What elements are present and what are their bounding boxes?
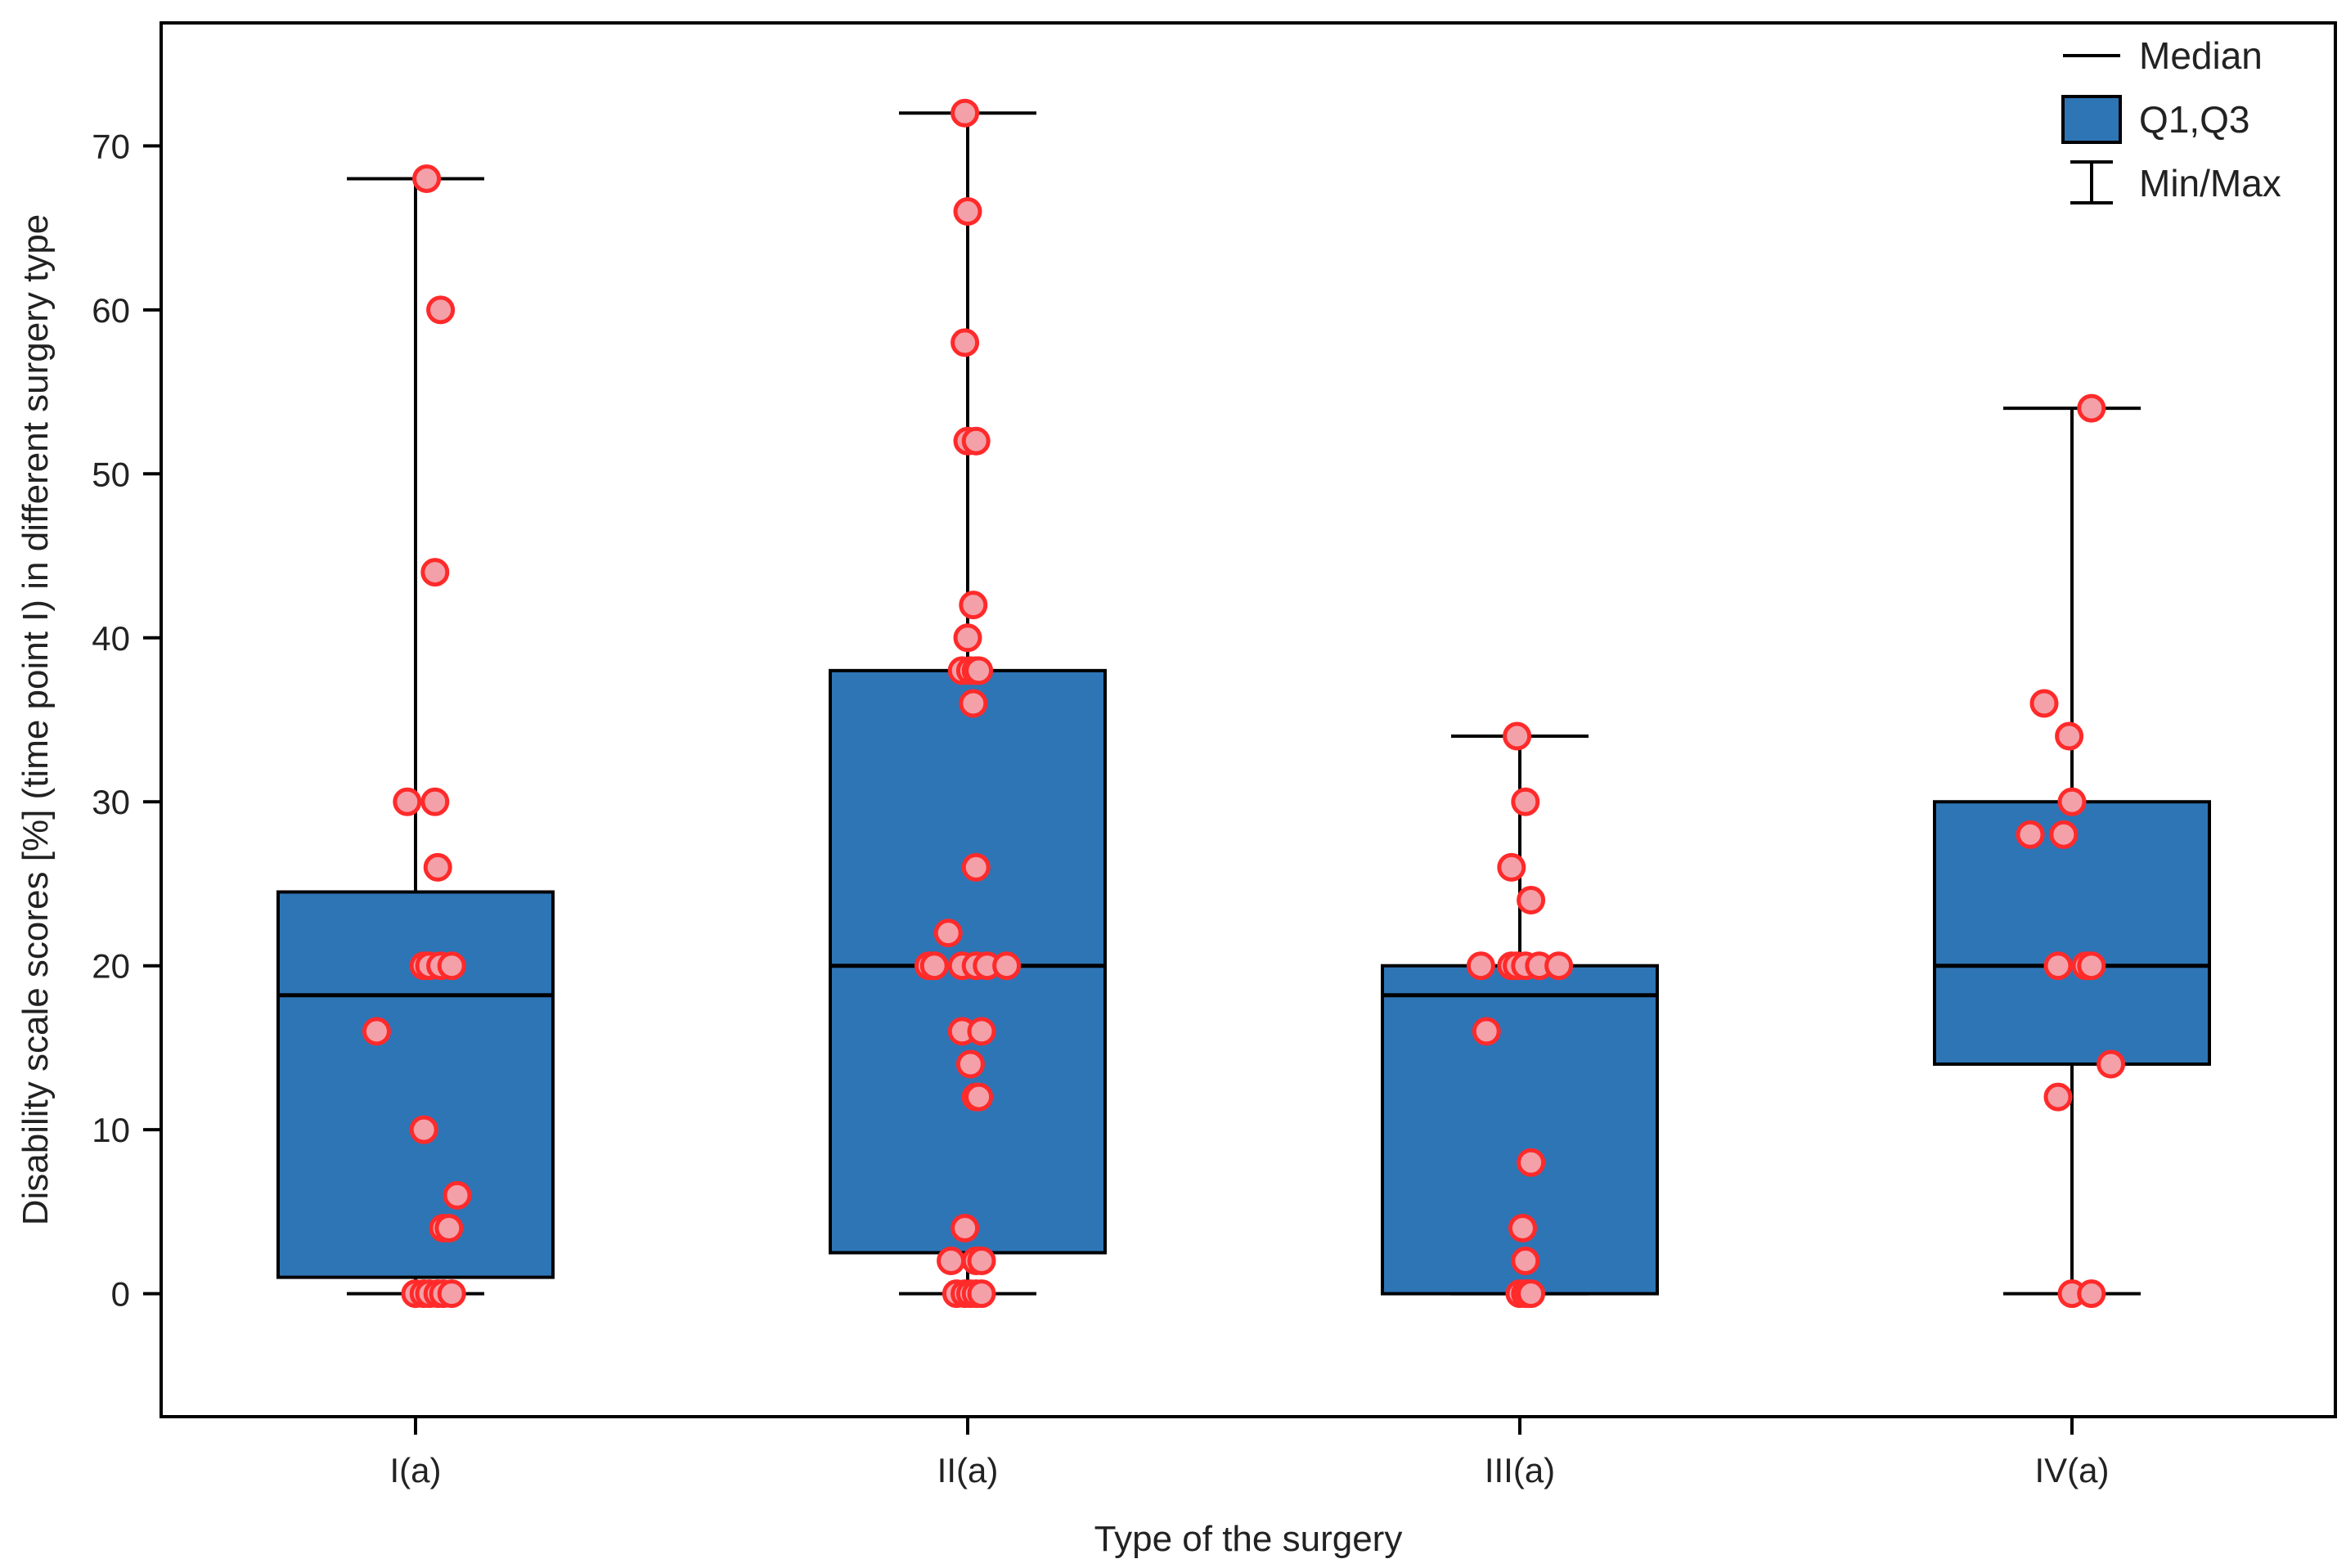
x-tick-label: I(a) — [390, 1451, 442, 1489]
x-axis-title: Type of the surgery — [1094, 1519, 1403, 1559]
data-point — [992, 951, 1022, 981]
data-point — [1497, 852, 1526, 882]
data-point — [2043, 951, 2073, 981]
data-point — [919, 951, 949, 981]
legend: Median Q1,Q3 Min/Max — [2061, 34, 2281, 204]
data-point — [1511, 787, 1540, 816]
data-point — [933, 919, 963, 948]
data-point — [1517, 1148, 1546, 1177]
x-tick-label: III(a) — [1485, 1451, 1555, 1489]
data-point — [1511, 1247, 1540, 1276]
y-tick-label: 10 — [92, 1111, 130, 1149]
y-axis-title: Disability scale scores [%] (time point … — [16, 214, 56, 1226]
data-point — [959, 689, 988, 718]
data-point — [2097, 1049, 2126, 1079]
data-point — [1466, 951, 1495, 981]
data-point — [953, 623, 982, 653]
data-point — [420, 787, 450, 816]
legend-quartile-label: Q1,Q3 — [2139, 98, 2250, 141]
data-point — [409, 1115, 438, 1144]
legend-minmax-swatch — [2070, 160, 2113, 204]
data-point — [961, 852, 991, 882]
data-point — [2077, 1279, 2106, 1309]
y-tick-label: 40 — [92, 619, 130, 658]
data-point — [937, 1247, 966, 1276]
y-tick-label: 50 — [92, 455, 130, 493]
data-point — [964, 656, 994, 685]
data-point — [434, 1213, 464, 1242]
data-point — [420, 558, 450, 587]
data-point — [953, 197, 982, 227]
data-point — [2016, 820, 2045, 849]
quartile-box — [1381, 964, 1659, 1296]
data-points — [362, 98, 2126, 1309]
data-point — [412, 164, 442, 193]
legend-minmax-label: Min/Max — [2139, 162, 2281, 204]
data-point — [951, 98, 980, 128]
data-point — [2049, 820, 2079, 849]
data-point — [964, 1082, 994, 1112]
data-point — [2055, 721, 2084, 751]
data-point — [2057, 787, 2087, 816]
data-point — [2029, 689, 2059, 718]
data-point — [362, 1017, 391, 1046]
data-point — [951, 1213, 980, 1242]
x-tick-label: II(a) — [937, 1451, 999, 1489]
data-point — [1503, 721, 1532, 751]
data-point — [955, 1049, 985, 1079]
y-tick-label: 0 — [111, 1275, 130, 1314]
y-tick-label: 60 — [92, 291, 130, 330]
data-point — [1517, 886, 1546, 915]
x-tick-label: IV(a) — [2034, 1451, 2109, 1489]
y-tick-label: 70 — [92, 127, 130, 165]
legend-quartile-swatch — [2061, 95, 2122, 144]
data-point — [1544, 951, 1574, 981]
data-point — [437, 951, 466, 981]
data-point — [2077, 951, 2106, 981]
legend-median-label: Median — [2139, 34, 2263, 77]
y-axis: 0 10 20 30 40 50 60 70 — [92, 127, 161, 1314]
data-point — [1472, 1017, 1501, 1046]
data-point — [437, 1279, 466, 1309]
data-point — [1517, 1279, 1546, 1309]
y-tick-label: 30 — [92, 783, 130, 821]
data-point — [967, 1247, 996, 1276]
x-axis: I(a) II(a) III(a) IV(a) — [390, 1417, 2110, 1489]
data-point — [423, 852, 452, 882]
data-point — [959, 591, 988, 620]
data-point — [426, 295, 456, 325]
data-point — [1508, 1213, 1537, 1242]
y-tick-label: 20 — [92, 947, 130, 986]
data-point — [2077, 393, 2106, 423]
data-point — [2043, 1082, 2073, 1112]
quartile-box — [276, 890, 555, 1279]
data-point — [393, 787, 422, 816]
data-point — [951, 328, 980, 357]
data-point — [443, 1180, 472, 1210]
data-point — [967, 1017, 996, 1046]
data-point — [961, 426, 991, 456]
data-point — [967, 1279, 996, 1309]
